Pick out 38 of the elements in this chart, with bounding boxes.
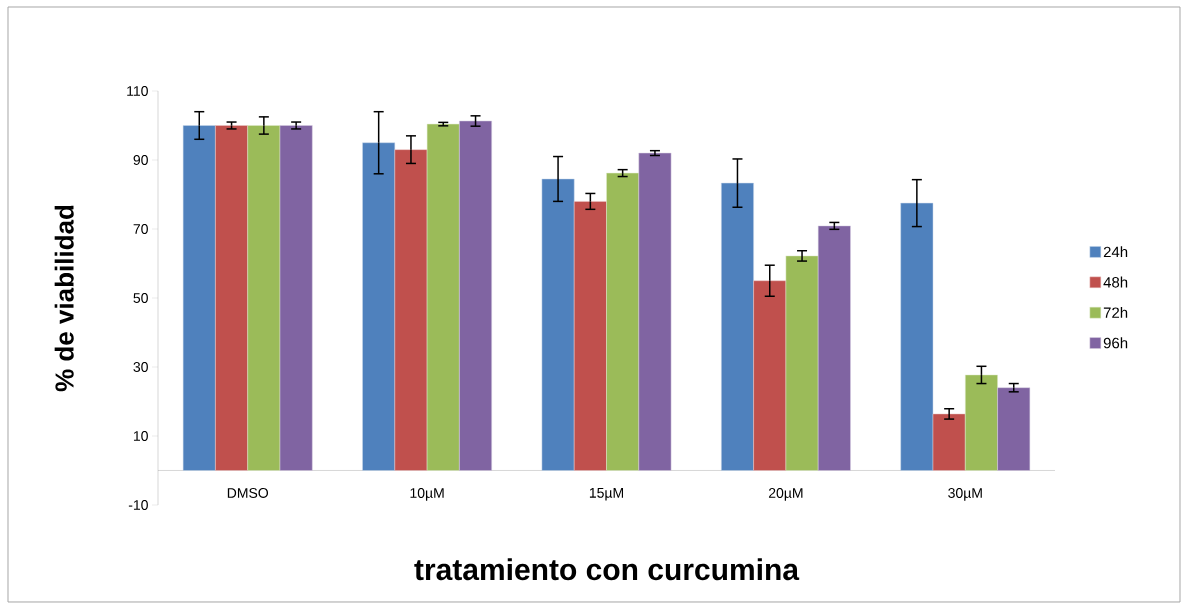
x-axis-title: tratamiento con curcumina [414, 558, 800, 581]
bar [753, 280, 787, 471]
y-tick-label: 10 [133, 431, 148, 441]
legend-label: 96h [1103, 337, 1128, 349]
bar [997, 387, 1031, 471]
bar [817, 225, 851, 471]
y-tick-label: 70 [133, 224, 148, 234]
bar [215, 125, 248, 471]
legend-label: 48h [1103, 276, 1128, 288]
bar [573, 201, 607, 471]
bar [426, 123, 460, 471]
x-tick-label: 15µM [589, 488, 624, 501]
bar [721, 182, 754, 471]
x-tick-label: 10µM [410, 488, 444, 501]
bar [541, 178, 575, 471]
y-tick-label: -10 [128, 500, 148, 510]
bar [459, 120, 492, 471]
x-tick-label: DMSO [227, 488, 269, 498]
legend-label: 24h [1103, 246, 1128, 258]
y-tick-label: 30 [133, 362, 148, 372]
bar [394, 149, 428, 471]
bar [638, 152, 672, 471]
y-axis-title: % de viabilidad [54, 205, 74, 392]
bar [362, 142, 396, 471]
bar [606, 172, 640, 471]
bar [279, 125, 313, 471]
bar [182, 125, 216, 471]
y-tick-label: 110 [127, 86, 148, 96]
legend-label: 72h [1103, 306, 1128, 318]
bar [247, 125, 281, 471]
bar [965, 374, 998, 471]
x-tick-label: 20µM [768, 488, 803, 501]
bar [785, 255, 819, 471]
bar [900, 202, 934, 471]
y-tick-label: 50 [133, 293, 148, 303]
bar [932, 413, 966, 471]
y-tick-label: 90 [133, 155, 148, 165]
x-tick-label: 30µM [948, 488, 982, 501]
